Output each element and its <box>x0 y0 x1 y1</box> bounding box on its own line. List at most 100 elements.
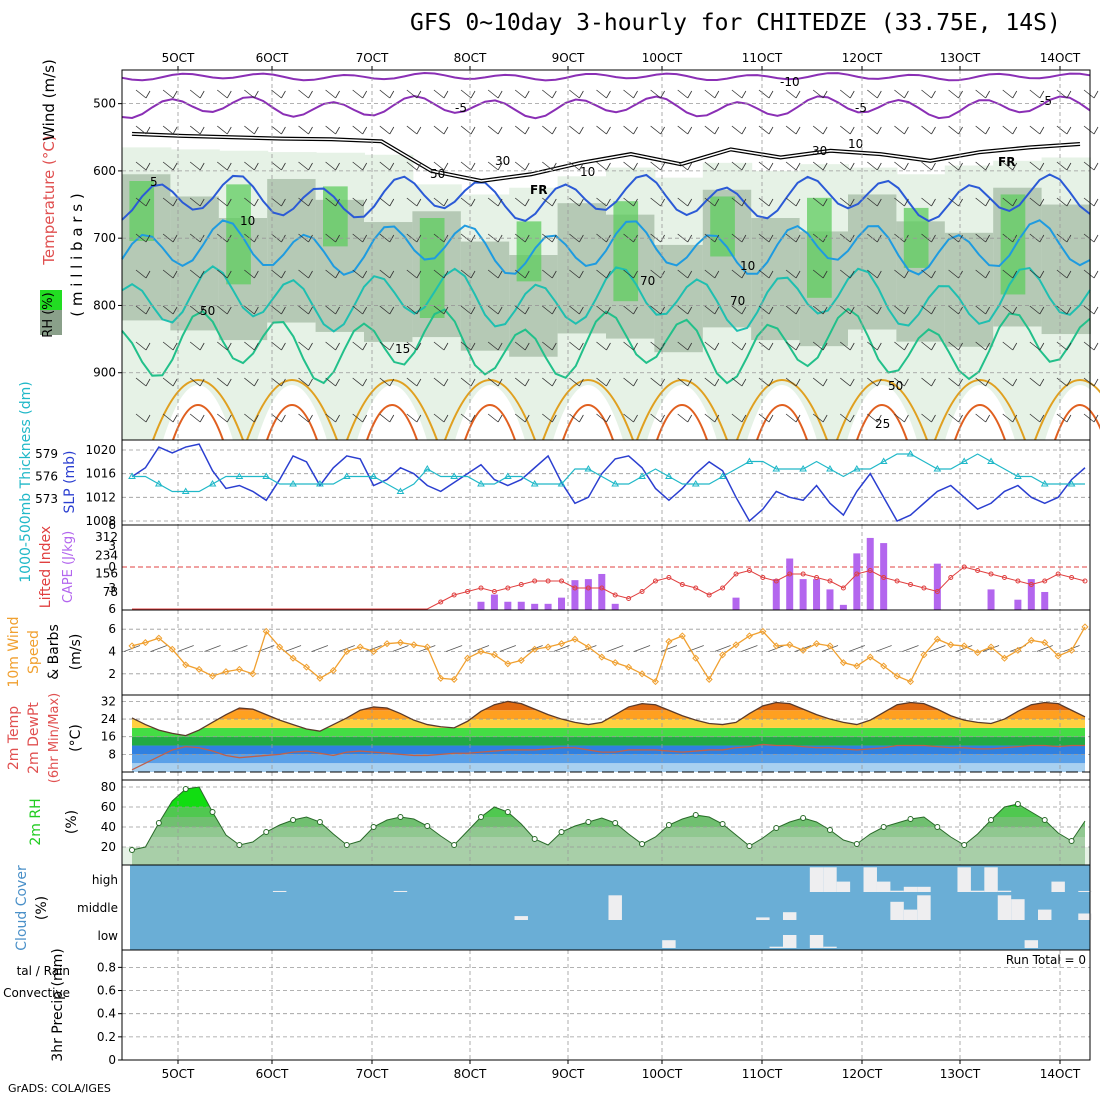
wind-barb-flag <box>497 378 503 387</box>
rh2m-ylabel: 2m RH <box>28 798 44 845</box>
wind-barb-flag <box>470 378 476 387</box>
wind-barb-flag <box>768 198 774 207</box>
wind-speed-point <box>262 627 270 635</box>
wind-barb <box>406 413 418 423</box>
wind-barb-flag <box>443 198 449 207</box>
wind-barb-flag <box>551 126 557 135</box>
wind-barb <box>921 161 932 171</box>
temp-contour-30 <box>562 404 614 441</box>
wind-barb <box>379 377 391 387</box>
rh-tick-label: 40 <box>101 820 116 834</box>
wind-barb-flag <box>281 126 286 135</box>
lifted-index-point <box>787 571 793 577</box>
thickness-point <box>181 487 190 494</box>
wind-barb <box>325 89 336 99</box>
wind-barb <box>948 377 959 387</box>
wind-barb <box>352 125 363 135</box>
wind-barb-flag <box>931 306 936 315</box>
wind-barb <box>569 377 580 387</box>
wind-barb-flag <box>145 162 151 171</box>
wind-barb-flag <box>145 234 151 243</box>
wind-barb <box>704 89 716 99</box>
wind-barb-flag <box>985 126 991 135</box>
wind-barb-flag <box>524 198 530 207</box>
rh-dry-wedge <box>847 385 917 440</box>
thickness-point <box>369 472 378 479</box>
lifted-index-point <box>639 589 645 594</box>
cloud-bar <box>997 895 1012 920</box>
temp-tick-label: 24 <box>101 712 116 726</box>
cape-tick-label: 156 <box>95 567 118 581</box>
wind-barb-flag <box>470 270 476 279</box>
wind-barb-flag <box>849 162 855 171</box>
wind-speed-point <box>222 668 230 676</box>
lifted-index-point <box>773 578 779 584</box>
wind-barb <box>460 341 472 351</box>
wind-barb <box>704 341 716 351</box>
rh-point <box>558 829 565 835</box>
temp-contour--5 <box>121 94 1091 120</box>
wind-barb <box>162 413 174 423</box>
wind-barb <box>379 413 391 423</box>
wind-speed-point <box>893 672 901 680</box>
wind-barb <box>244 413 255 423</box>
x-tick-label-top: 13OCT <box>940 51 981 65</box>
wind-barb-flag <box>308 234 313 243</box>
wind-barb-flag <box>795 414 801 423</box>
wind-barb <box>921 233 932 243</box>
wind-barb <box>731 89 743 99</box>
wind-barb <box>217 197 228 207</box>
lifted-index-point <box>720 585 726 591</box>
wind-barb-flag <box>145 378 151 387</box>
wind-barb-flag <box>226 126 232 135</box>
contour-label: 10 <box>740 259 755 273</box>
cloud-bar <box>662 940 676 948</box>
thickness-point <box>933 465 942 472</box>
wind-barb <box>162 161 174 171</box>
wind-barb <box>433 377 445 387</box>
wind-barb <box>948 197 959 207</box>
rh-band <box>1041 204 1091 335</box>
wind-barb <box>731 125 743 135</box>
wind-barb <box>731 377 743 387</box>
lifted-index-point <box>585 585 591 591</box>
surface-wind-barb <box>177 645 194 652</box>
thickness-point <box>289 480 297 487</box>
wind-barb-flag <box>931 90 936 99</box>
cape-bar <box>866 537 874 610</box>
thickness-point <box>1067 480 1076 487</box>
precip-tick-label: 0 <box>108 1053 116 1067</box>
temp-ylabel: 2m Temp <box>6 706 22 770</box>
wind-barb-flag <box>199 90 205 99</box>
wind-barb-flag <box>687 342 693 351</box>
wind-barb <box>271 161 282 171</box>
wind-barb-flag <box>145 342 151 351</box>
rh-band <box>323 186 348 247</box>
wind-barb <box>379 305 391 315</box>
wind-barb <box>298 341 309 351</box>
wind-barb-flag <box>579 198 584 207</box>
wind-barb-flag <box>145 198 151 207</box>
wind-barb-flag <box>904 378 909 387</box>
wind-barb-flag <box>1039 414 1045 423</box>
wind-barb-flag <box>633 198 638 207</box>
wind-barb-flag <box>714 90 720 99</box>
cape-bar <box>799 579 807 610</box>
cape-bar <box>1014 599 1022 610</box>
rh-point <box>531 836 538 842</box>
wind-barb-flag <box>308 90 313 99</box>
rh-band <box>419 218 445 318</box>
contour-label: 5 <box>150 175 158 189</box>
rh-point <box>370 824 377 830</box>
slp-tick-label: 1012 <box>85 490 116 504</box>
wind-barb-flag <box>687 414 693 423</box>
wind-barb-flag <box>335 162 340 171</box>
wind-barb <box>975 161 986 171</box>
wind-speed-point <box>813 640 821 648</box>
wind-barb <box>758 413 770 423</box>
wind-barb <box>298 413 309 423</box>
wind-barb <box>352 341 363 351</box>
wind-barb <box>677 269 688 279</box>
wind-barb <box>921 341 932 351</box>
wind-barb <box>514 269 526 279</box>
